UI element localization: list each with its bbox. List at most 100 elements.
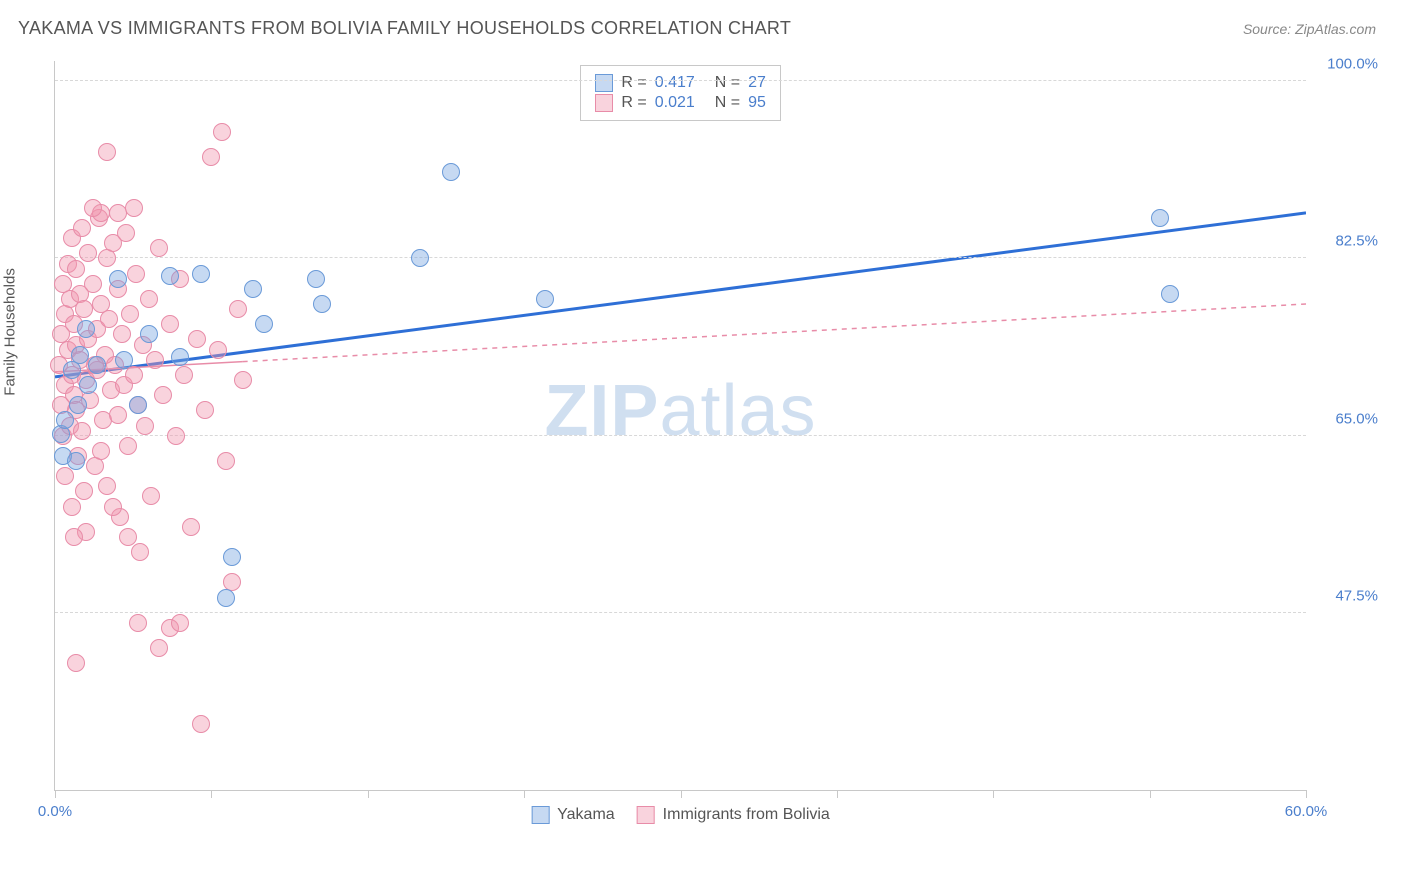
data-point [125,199,143,217]
legend-item: Immigrants from Bolivia [637,806,830,824]
data-point [255,315,273,333]
data-point [67,452,85,470]
chart-header: YAKAMA VS IMMIGRANTS FROM BOLIVIA FAMILY… [0,0,1406,51]
x-tick-label: 0.0% [38,803,72,820]
data-point [442,163,460,181]
data-point [104,498,122,516]
x-tick [524,790,525,798]
data-point [192,265,210,283]
legend-r-label: R = [621,74,646,92]
y-tick-label: 47.5% [1335,587,1378,604]
data-point [161,315,179,333]
y-axis-label: Family Households [2,268,19,396]
data-point [140,290,158,308]
x-tick [1306,790,1307,798]
data-point [56,411,74,429]
y-tick-label: 82.5% [1335,233,1378,250]
data-point [127,265,145,283]
x-tick-label: 60.0% [1285,803,1328,820]
legend-label: Yakama [557,806,615,824]
data-point [79,244,97,262]
data-point [136,417,154,435]
x-tick [368,790,369,798]
data-point [98,143,116,161]
data-point [75,482,93,500]
data-point [129,614,147,632]
data-point [313,295,331,313]
gridline [55,435,1306,436]
legend-n-value: 27 [748,74,766,92]
gridline [55,257,1306,258]
data-point [213,123,231,141]
data-point [209,341,227,359]
data-point [109,270,127,288]
data-point [161,267,179,285]
data-point [117,224,135,242]
data-point [63,498,81,516]
series-legend: Yakama Immigrants from Bolivia [531,806,830,824]
data-point [244,280,262,298]
data-point [109,204,127,222]
data-point [119,528,137,546]
x-tick [993,790,994,798]
data-point [142,487,160,505]
gridline [55,612,1306,613]
data-point [171,614,189,632]
data-point [234,371,252,389]
correlation-legend: R = 0.417 N = 27 R = 0.021 N = 95 [580,65,781,121]
legend-n-label: N = [715,94,740,112]
data-point [100,310,118,328]
data-point [77,320,95,338]
data-point [171,348,189,366]
chart-container: Family Households ZIPatlas R = 0.417 N =… [18,61,1386,841]
data-point [188,330,206,348]
x-tick [211,790,212,798]
data-point [71,346,89,364]
data-point [65,528,83,546]
data-point [121,305,139,323]
data-point [229,300,247,318]
data-point [1151,209,1169,227]
data-point [119,437,137,455]
data-point [150,639,168,657]
legend-label: Immigrants from Bolivia [663,806,830,824]
data-point [536,290,554,308]
data-point [79,376,97,394]
legend-swatch [637,806,655,824]
trend-lines [55,61,1306,790]
data-point [140,325,158,343]
data-point [109,406,127,424]
data-point [217,589,235,607]
data-point [125,366,143,384]
y-tick-label: 100.0% [1327,56,1378,73]
watermark: ZIPatlas [544,370,816,452]
legend-row: R = 0.021 N = 95 [595,94,766,112]
data-point [84,275,102,293]
data-point [67,260,85,278]
y-tick-label: 65.0% [1335,410,1378,427]
scatter-plot: ZIPatlas R = 0.417 N = 27 R = 0.021 N = … [54,61,1306,791]
data-point [223,548,241,566]
data-point [1161,285,1179,303]
x-tick [681,790,682,798]
legend-swatch [531,806,549,824]
data-point [56,467,74,485]
data-point [196,401,214,419]
data-point [98,477,116,495]
data-point [150,239,168,257]
data-point [115,351,133,369]
data-point [146,351,164,369]
data-point [73,422,91,440]
chart-source: Source: ZipAtlas.com [1243,21,1376,37]
data-point [202,148,220,166]
legend-r-label: R = [621,94,646,112]
x-tick [55,790,56,798]
data-point [73,219,91,237]
data-point [88,356,106,374]
legend-n-value: 95 [748,94,766,112]
data-point [307,270,325,288]
data-point [75,300,93,318]
data-point [67,654,85,672]
data-point [92,442,110,460]
legend-r-value: 0.021 [655,94,695,112]
